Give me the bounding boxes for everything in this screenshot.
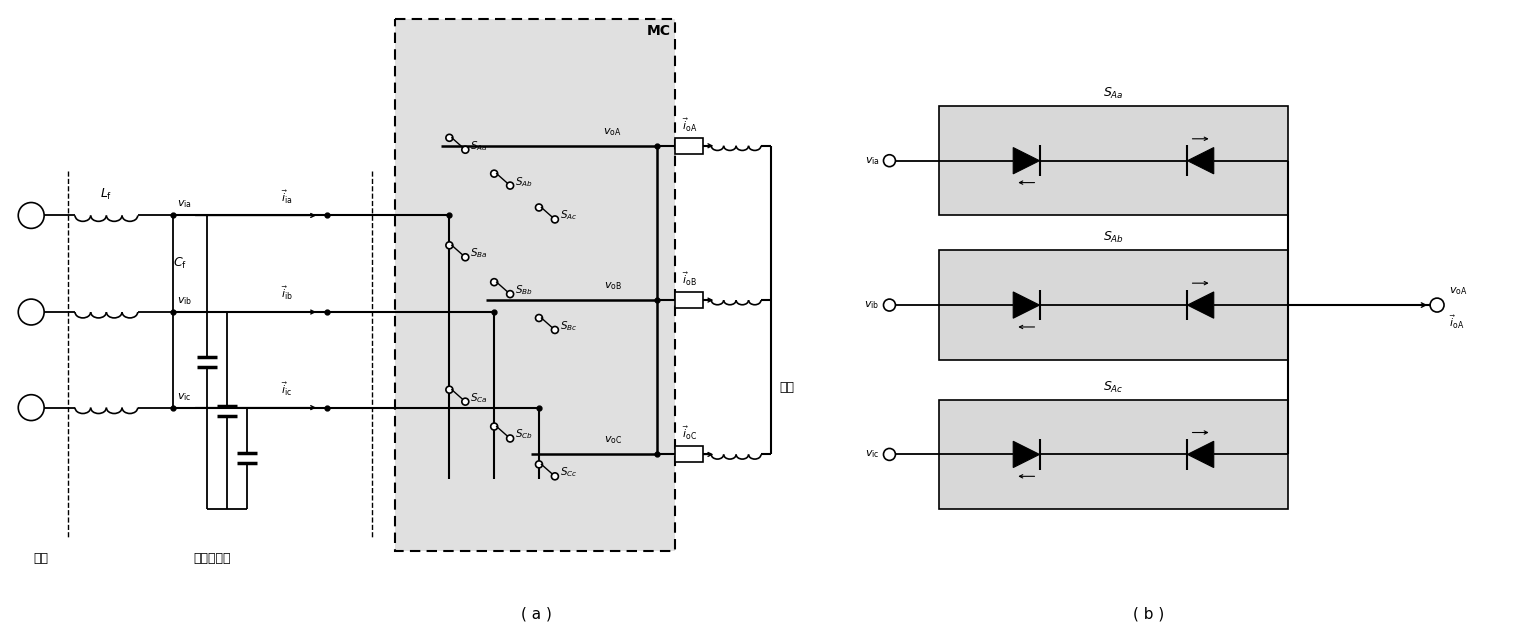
- Bar: [939, 250, 1287, 360]
- Text: $\vec{i}_{\rm ib}$: $\vec{i}_{\rm ib}$: [281, 285, 294, 302]
- Text: $v_{\rm ia}$: $v_{\rm ia}$: [176, 199, 191, 210]
- Text: $S_{Cb}$: $S_{Cb}$: [515, 428, 534, 442]
- Circle shape: [462, 254, 469, 261]
- Text: $S_{Ac}$: $S_{Ac}$: [1104, 379, 1124, 395]
- Text: 输入滤波器: 输入滤波器: [194, 553, 231, 565]
- Circle shape: [552, 326, 558, 333]
- Polygon shape: [1188, 292, 1214, 318]
- Text: ( b ): ( b ): [1133, 606, 1164, 621]
- Polygon shape: [1014, 292, 1040, 318]
- Circle shape: [552, 216, 558, 223]
- Text: $S_{Ca}$: $S_{Ca}$: [471, 391, 488, 404]
- Text: 负载: 负载: [778, 381, 794, 394]
- Text: $S_{Ac}$: $S_{Ac}$: [560, 208, 578, 222]
- Text: $S_{Bc}$: $S_{Bc}$: [560, 319, 578, 333]
- Circle shape: [446, 387, 453, 393]
- Circle shape: [491, 279, 497, 286]
- Bar: [676, 138, 703, 154]
- Text: $S_{Aa}$: $S_{Aa}$: [471, 139, 488, 153]
- Text: $\vec{i}_{\rm oC}$: $\vec{i}_{\rm oC}$: [682, 425, 697, 442]
- Polygon shape: [1014, 441, 1040, 467]
- Text: $v_{\rm ic}$: $v_{\rm ic}$: [865, 449, 879, 460]
- Circle shape: [535, 204, 543, 211]
- Circle shape: [18, 299, 44, 325]
- Text: $S_{Cc}$: $S_{Cc}$: [560, 465, 578, 479]
- Bar: [394, 19, 676, 551]
- Text: $S_{Bb}$: $S_{Bb}$: [515, 283, 534, 297]
- Circle shape: [491, 423, 497, 430]
- Text: ~: ~: [26, 210, 35, 221]
- Circle shape: [491, 170, 497, 177]
- Circle shape: [446, 242, 453, 249]
- Text: $v_{\rm oC}$: $v_{\rm oC}$: [604, 435, 622, 446]
- Bar: [676, 292, 703, 308]
- Text: $C_{\rm f}$: $C_{\rm f}$: [173, 256, 188, 271]
- Circle shape: [462, 146, 469, 153]
- Text: $S_{Ab}$: $S_{Ab}$: [515, 175, 534, 188]
- Text: $v_{\rm ib}$: $v_{\rm ib}$: [864, 299, 879, 311]
- Circle shape: [506, 182, 514, 189]
- Circle shape: [446, 135, 453, 141]
- Text: 电网: 电网: [34, 553, 49, 565]
- Text: $L_{\rm f}$: $L_{\rm f}$: [101, 187, 113, 201]
- Text: $S_{Aa}$: $S_{Aa}$: [1102, 86, 1124, 101]
- Text: ( a ): ( a ): [520, 606, 552, 621]
- Text: $S_{Ba}$: $S_{Ba}$: [471, 246, 488, 260]
- Text: $\vec{i}_{\rm oB}$: $\vec{i}_{\rm oB}$: [682, 271, 697, 288]
- Text: $v_{\rm ic}$: $v_{\rm ic}$: [176, 391, 191, 403]
- Text: ~: ~: [26, 307, 35, 317]
- Text: $\vec{i}_{\rm ic}$: $\vec{i}_{\rm ic}$: [281, 380, 292, 397]
- Text: $v_{\rm ia}$: $v_{\rm ia}$: [864, 154, 879, 167]
- Text: $v_{\rm oA}$: $v_{\rm oA}$: [1449, 285, 1468, 297]
- Circle shape: [462, 398, 469, 405]
- Circle shape: [506, 290, 514, 297]
- Polygon shape: [1188, 441, 1214, 467]
- Text: MC: MC: [647, 24, 670, 38]
- Circle shape: [884, 299, 896, 311]
- Bar: [939, 106, 1287, 215]
- Circle shape: [18, 395, 44, 420]
- Circle shape: [1430, 298, 1443, 312]
- Circle shape: [506, 435, 514, 442]
- Text: $S_{Ab}$: $S_{Ab}$: [1102, 230, 1124, 246]
- Text: $v_{\rm oB}$: $v_{\rm oB}$: [604, 280, 622, 292]
- Text: $v_{\rm ib}$: $v_{\rm ib}$: [176, 296, 191, 307]
- Circle shape: [535, 315, 543, 322]
- Circle shape: [535, 461, 543, 468]
- Circle shape: [18, 203, 44, 228]
- Text: $\vec{i}_{\rm oA}$: $\vec{i}_{\rm oA}$: [682, 116, 697, 134]
- Circle shape: [884, 154, 896, 167]
- Polygon shape: [1014, 147, 1040, 174]
- Text: $v_{\rm oA}$: $v_{\rm oA}$: [604, 126, 622, 138]
- Circle shape: [884, 449, 896, 460]
- Text: $\vec{i}_{\rm oA}$: $\vec{i}_{\rm oA}$: [1449, 313, 1465, 331]
- Circle shape: [552, 473, 558, 480]
- Polygon shape: [1188, 147, 1214, 174]
- Bar: [676, 446, 703, 462]
- Text: ~: ~: [26, 403, 35, 413]
- Bar: [939, 399, 1287, 509]
- Text: $\vec{i}_{\rm ia}$: $\vec{i}_{\rm ia}$: [281, 188, 294, 206]
